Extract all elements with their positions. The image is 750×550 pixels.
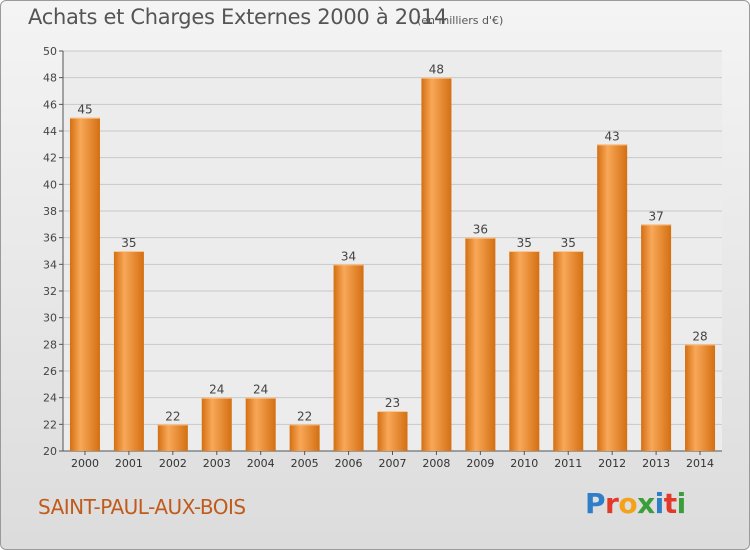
x-tick-label: 2012 xyxy=(598,457,626,470)
place-name: SAINT-PAUL-AUX-BOIS xyxy=(38,495,246,519)
bar xyxy=(465,237,496,451)
unit-note: (en milliers d'€) xyxy=(417,14,504,27)
bar-value-label: 22 xyxy=(165,409,180,423)
logo-letter: i xyxy=(654,487,665,520)
bar-value-label: 22 xyxy=(297,409,312,423)
y-tick-label: 26 xyxy=(43,365,57,378)
bar-value-label: 35 xyxy=(121,236,136,250)
bar-value-label: 35 xyxy=(517,236,532,250)
y-tick-label: 24 xyxy=(43,392,57,405)
logo-letter: r xyxy=(605,487,619,520)
bar xyxy=(597,144,628,452)
x-tick-label: 2001 xyxy=(115,457,143,470)
bar-value-label: 23 xyxy=(385,396,400,410)
x-tick-label: 2009 xyxy=(466,457,494,470)
y-tick-label: 50 xyxy=(43,45,57,58)
x-tick-label: 2006 xyxy=(335,457,363,470)
chart-title: Achats et Charges Externes 2000 à 2014 xyxy=(28,5,448,29)
logo-letter: P xyxy=(585,487,606,520)
bar xyxy=(245,397,276,451)
x-tick-label: 2007 xyxy=(379,457,407,470)
y-tick-label: 48 xyxy=(43,72,57,85)
bar xyxy=(509,251,540,451)
x-tick-label: 2000 xyxy=(71,457,99,470)
bar-value-label: 37 xyxy=(648,209,663,223)
y-tick-label: 30 xyxy=(43,312,57,325)
y-tick-label: 28 xyxy=(43,338,57,351)
bar xyxy=(201,397,232,451)
bar-value-label: 28 xyxy=(692,329,707,343)
bar xyxy=(157,424,188,451)
x-tick-label: 2013 xyxy=(642,457,670,470)
x-tick-label: 2011 xyxy=(554,457,582,470)
logo-letter: x xyxy=(637,487,655,520)
bar xyxy=(377,411,408,451)
bar xyxy=(69,117,100,452)
y-tick-label: 20 xyxy=(43,445,57,458)
bar-value-label: 24 xyxy=(253,383,268,397)
y-tick-label: 38 xyxy=(43,205,57,218)
x-tick-label: 2008 xyxy=(422,457,450,470)
y-tick-label: 44 xyxy=(43,125,57,138)
x-tick-label: 2010 xyxy=(510,457,538,470)
bar xyxy=(553,251,584,451)
bar xyxy=(289,424,320,451)
bar-value-label: 48 xyxy=(429,63,444,77)
bar-value-label: 35 xyxy=(561,236,576,250)
logo-letter: i xyxy=(676,487,687,520)
bar-value-label: 36 xyxy=(473,223,488,237)
y-tick-label: 22 xyxy=(43,418,57,431)
bar xyxy=(333,264,364,451)
x-tick-label: 2004 xyxy=(247,457,275,470)
y-tick-label: 46 xyxy=(43,98,57,111)
proxiti-logo: Proxiti xyxy=(585,487,686,520)
y-tick-label: 32 xyxy=(43,285,57,298)
y-tick-label: 34 xyxy=(43,258,57,271)
x-tick-label: 2014 xyxy=(686,457,714,470)
y-tick-label: 42 xyxy=(43,152,57,165)
x-tick-label: 2005 xyxy=(291,457,319,470)
bar xyxy=(421,77,452,452)
x-tick-label: 2002 xyxy=(159,457,187,470)
y-tick-label: 36 xyxy=(43,232,57,245)
logo-letter: o xyxy=(618,487,638,520)
bar-value-label: 45 xyxy=(77,103,92,117)
bar xyxy=(113,251,144,451)
y-tick-label: 40 xyxy=(43,178,57,191)
bar-value-label: 34 xyxy=(341,249,356,263)
x-tick-label: 2003 xyxy=(203,457,231,470)
bar xyxy=(685,344,716,451)
bar-value-label: 24 xyxy=(209,383,224,397)
logo-letter: t xyxy=(663,487,677,520)
bar xyxy=(641,224,672,451)
bar-value-label: 43 xyxy=(605,129,620,143)
